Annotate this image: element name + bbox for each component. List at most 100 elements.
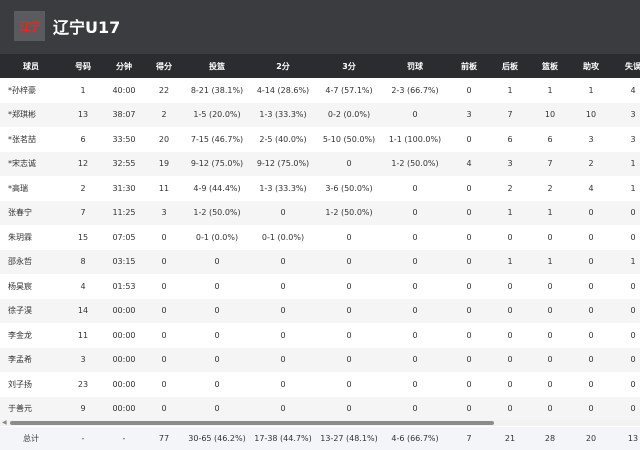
cell-three-pt: 0 <box>316 298 382 323</box>
cell-tov: 4 <box>612 78 640 103</box>
cell-off-reb: 0 <box>448 347 490 372</box>
cell-ast: 0 <box>570 347 612 372</box>
cell-ft: 0 <box>382 274 448 299</box>
column-header-ast[interactable]: 助攻 <box>570 54 612 78</box>
total-ft: 4-6 (66.7%) <box>391 434 439 443</box>
column-header-def-reb[interactable]: 后板 <box>490 54 530 78</box>
cell-number: 6 <box>62 127 104 152</box>
cell-number: 11 <box>62 323 104 348</box>
cell-minutes: 00:00 <box>104 396 144 421</box>
cell-points: 0 <box>144 298 184 323</box>
horizontal-scrollbar[interactable]: ◀ <box>0 419 640 426</box>
cell-minutes: 01:53 <box>104 274 144 299</box>
logo-text: 辽宁 <box>19 20 41 33</box>
table-row: *高瑞 2 31:30 11 4-9 (44.4%) 1-3 (33.3%) 3-6 (50… <box>0 176 640 201</box>
cell-minutes: 00:00 <box>104 372 144 397</box>
cell-ast: 0 <box>570 200 612 225</box>
table-row: 李金龙 11 00:00 0 0 0 0 0 0 0 0 0 0 <box>0 323 640 348</box>
cell-two-pt: 0 <box>250 396 316 421</box>
cell-ft: 0 <box>382 347 448 372</box>
column-header-off-reb[interactable]: 前板 <box>448 54 490 78</box>
column-header-reb[interactable]: 篮板 <box>530 54 570 78</box>
cell-player[interactable]: *高瑞 <box>0 176 62 201</box>
column-header-two-pt[interactable]: 2分 <box>250 54 316 78</box>
column-header-tov[interactable]: 失误 <box>612 54 640 78</box>
cell-player[interactable]: *孙梓豪 <box>0 78 62 103</box>
cell-points: 11 <box>144 176 184 201</box>
total-ast: 20 <box>585 434 597 443</box>
cell-ast: 0 <box>570 396 612 421</box>
cell-reb: 0 <box>530 372 570 397</box>
cell-three-pt: 0 <box>316 347 382 372</box>
cell-player[interactable]: 张春宁 <box>0 200 62 225</box>
cell-player[interactable]: *张茗喆 <box>0 127 62 152</box>
column-header-ft[interactable]: 罚球 <box>382 54 448 78</box>
cell-player[interactable]: 朱玥霖 <box>0 225 62 250</box>
team-name: 辽宁U17 <box>53 18 121 37</box>
cell-player[interactable]: 杨昊宸 <box>0 274 62 299</box>
table-row: 张春宁 7 11:25 3 1-2 (50.0%) 0 1-2 (50.0%) 0 0 1 1 0 0 <box>0 200 640 225</box>
cell-three-pt: 4-7 (57.1%) <box>316 78 382 103</box>
cell-def-reb: 3 <box>490 151 530 176</box>
cell-minutes: 31:30 <box>104 176 144 201</box>
cell-reb: 2 <box>530 176 570 201</box>
total-minutes: - <box>122 434 126 443</box>
cell-three-pt: 3-6 (50.0%) <box>316 176 382 201</box>
table-row: *郑琪彬 13 38:07 2 1-5 (20.0%) 1-3 (33.3%) 0-2 (0… <box>0 102 640 127</box>
cell-player[interactable]: 刘子扬 <box>0 372 62 397</box>
cell-player[interactable]: 李金龙 <box>0 323 62 348</box>
cell-fg: 0 <box>184 298 250 323</box>
cell-def-reb: 0 <box>490 372 530 397</box>
cell-fg: 0 <box>184 274 250 299</box>
column-header-number[interactable]: 号码 <box>62 54 104 78</box>
column-header-three-pt[interactable]: 3分 <box>316 54 382 78</box>
cell-fg: 1-5 (20.0%) <box>184 102 250 127</box>
cell-def-reb: 1 <box>490 249 530 274</box>
cell-ft: 1-1 (100.0%) <box>382 127 448 152</box>
cell-fg: 0 <box>184 347 250 372</box>
cell-reb: 0 <box>530 225 570 250</box>
cell-minutes: 00:00 <box>104 298 144 323</box>
column-header-player[interactable]: 球员 <box>0 54 62 78</box>
cell-number: 12 <box>62 151 104 176</box>
cell-two-pt: 0-1 (0.0%) <box>250 225 316 250</box>
scrollbar-thumb[interactable] <box>10 421 494 425</box>
cell-points: 19 <box>144 151 184 176</box>
cell-reb: 0 <box>530 298 570 323</box>
cell-player[interactable]: 李孟希 <box>0 347 62 372</box>
cell-ast: 3 <box>570 127 612 152</box>
cell-off-reb: 0 <box>448 176 490 201</box>
cell-player[interactable]: 于善元 <box>0 396 62 421</box>
cell-ft: 0 <box>382 176 448 201</box>
cell-number: 13 <box>62 102 104 127</box>
cell-two-pt: 0 <box>250 249 316 274</box>
cell-minutes: 11:25 <box>104 200 144 225</box>
cell-two-pt: 1-3 (33.3%) <box>250 176 316 201</box>
cell-reb: 1 <box>530 249 570 274</box>
cell-three-pt: 0 <box>316 323 382 348</box>
cell-number: 4 <box>62 274 104 299</box>
scroll-left-icon[interactable]: ◀ <box>2 419 7 426</box>
cell-two-pt: 0 <box>250 200 316 225</box>
cell-off-reb: 3 <box>448 102 490 127</box>
cell-player[interactable]: 邵永哲 <box>0 249 62 274</box>
cell-off-reb: 0 <box>448 298 490 323</box>
total-def-reb: 21 <box>504 434 516 443</box>
column-header-points[interactable]: 得分 <box>144 54 184 78</box>
cell-player[interactable]: *宋志诚 <box>0 151 62 176</box>
table-row: 杨昊宸 4 01:53 0 0 0 0 0 0 0 0 0 0 <box>0 274 640 299</box>
cell-player[interactable]: *郑琪彬 <box>0 102 62 127</box>
cell-points: 22 <box>144 78 184 103</box>
cell-points: 0 <box>144 274 184 299</box>
column-header-fg[interactable]: 投篮 <box>184 54 250 78</box>
table-row: 邵永哲 8 03:15 0 0 0 0 0 0 1 1 0 1 <box>0 249 640 274</box>
column-header-minutes[interactable]: 分钟 <box>104 54 144 78</box>
cell-ast: 2 <box>570 151 612 176</box>
cell-points: 2 <box>144 102 184 127</box>
total-row: 总计 - - 77 30-65 (46.2%) 17-38 (44.7%) 13-27 (4… <box>0 427 640 450</box>
cell-tov: 1 <box>612 249 640 274</box>
cell-two-pt: 0 <box>250 372 316 397</box>
cell-def-reb: 0 <box>490 347 530 372</box>
cell-fg: 0-1 (0.0%) <box>184 225 250 250</box>
cell-player[interactable]: 徐子淏 <box>0 298 62 323</box>
